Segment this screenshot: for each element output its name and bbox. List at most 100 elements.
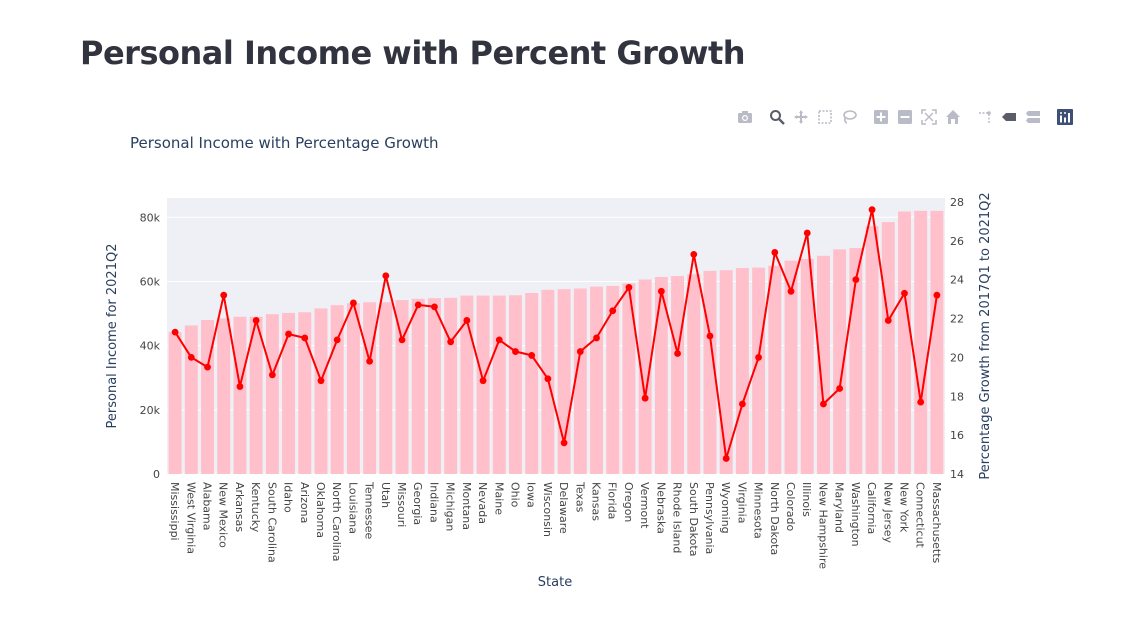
growth-point (187, 353, 195, 361)
growth-point (495, 336, 503, 344)
x-tick-label: Alabama (201, 482, 214, 531)
growth-point (576, 348, 584, 355)
bar-new-jersey (881, 222, 895, 474)
zoom-out-icon (898, 110, 912, 124)
chart-title: Personal Income with Percentage Growth (130, 134, 439, 152)
zoom-icon (770, 110, 785, 125)
growth-point (722, 455, 730, 462)
autoscale-button[interactable] (918, 106, 940, 128)
x-tick-label: Colorado (784, 482, 797, 531)
x-tick-label: Nebraska (654, 482, 667, 534)
growth-point (609, 307, 617, 315)
x-tick-label: Missouri (395, 482, 408, 527)
bar-new-hampshire (816, 255, 830, 474)
bar-alabama (201, 319, 215, 474)
growth-point (382, 272, 390, 280)
y2-tick-label: 24 (950, 274, 964, 287)
plotly-logo-button[interactable] (1054, 106, 1076, 128)
growth-point (917, 398, 925, 406)
x-tick-label: New Hampshire (816, 482, 829, 569)
growth-point (366, 357, 374, 365)
plot-area[interactable]: 0 20k 40k 60k 80k 14 16 18 20 22 24 26 28 Mississippi… (140, 196, 964, 569)
x-axis-label: State (538, 575, 572, 590)
box-select-button[interactable] (814, 106, 836, 128)
bar-illinois (800, 258, 814, 474)
zoom-in-button[interactable] (870, 106, 892, 128)
growth-point (171, 328, 179, 336)
bar-indiana (427, 298, 441, 474)
zoom-button[interactable] (766, 106, 788, 128)
bar-wyoming (719, 270, 733, 474)
bar-massachusetts (930, 210, 944, 474)
x-tick-label: Kentucky (249, 482, 262, 533)
hover-compare-icon (1026, 111, 1040, 123)
autoscale-icon (921, 109, 937, 125)
x-tick-label: Delaware (557, 482, 570, 534)
bar-new-mexico (217, 318, 231, 474)
growth-point (755, 353, 763, 361)
y-tick-label: 20k (140, 404, 161, 417)
growth-point (803, 229, 811, 237)
growth-point (236, 383, 244, 390)
hover-compare-button[interactable] (1022, 106, 1044, 128)
x-tick-label: Texas (573, 481, 586, 513)
x-tick-label: Wisconsin (541, 482, 554, 537)
x-tick-label: Michigan (444, 482, 457, 531)
bar-oregon (622, 283, 636, 474)
x-tick-label: South Carolina (265, 482, 278, 563)
growth-point (820, 400, 827, 408)
hover-closest-button[interactable] (998, 106, 1020, 128)
x-tick-label: Massachusetts (930, 482, 943, 564)
x-tick-label: South Dakota (687, 482, 700, 556)
growth-point (252, 317, 260, 324)
growth-point (706, 332, 714, 340)
x-tick-label: Florida (606, 482, 619, 519)
plot-modebar (734, 106, 1078, 128)
bar-kansas (590, 286, 604, 474)
x-tick-label: Mississippi (168, 482, 181, 541)
growth-point (268, 371, 276, 379)
growth-point (690, 250, 698, 258)
y-tick-label: 60k (140, 275, 161, 288)
x-tick-label: Minnesota (752, 482, 765, 539)
bar-south-carolina (265, 314, 279, 474)
reset-axes-button[interactable] (942, 106, 964, 128)
bar-virginia (735, 267, 749, 474)
growth-point (544, 375, 552, 383)
bar-vermont (638, 279, 652, 474)
zoom-out-button[interactable] (894, 106, 916, 128)
growth-point (414, 301, 422, 309)
bar-ohio (508, 295, 522, 474)
page-title: Personal Income with Percent Growth (80, 34, 746, 72)
bar-new-york (897, 211, 911, 474)
growth-point (512, 348, 519, 355)
x-tick-label: North Carolina (330, 482, 343, 562)
growth-point (285, 330, 292, 338)
x-tick-label: New Mexico (217, 482, 230, 548)
x-tick-label: Iowa (525, 482, 538, 508)
growth-point (349, 299, 357, 307)
growth-point (787, 287, 795, 295)
bar-idaho (282, 312, 296, 474)
x-tick-label: Tennessee (363, 481, 376, 540)
hover-closest-icon (1002, 113, 1016, 121)
growth-point (528, 352, 536, 359)
growth-point (674, 350, 681, 357)
lasso-select-button[interactable] (838, 106, 860, 128)
y-tick-label: 40k (140, 340, 161, 353)
growth-point (463, 317, 471, 324)
camera-button[interactable] (734, 106, 756, 128)
bar-rhode-island (671, 275, 685, 474)
bar-iowa (525, 292, 539, 474)
growth-point (625, 284, 633, 291)
bar-colorado (784, 260, 798, 474)
bar-north-dakota (768, 265, 782, 474)
pan-button[interactable] (790, 106, 812, 128)
bar-south-dakota (687, 274, 701, 474)
spike-lines-button[interactable] (974, 106, 996, 128)
bar-louisiana (346, 303, 360, 474)
y-tick-label: 0 (153, 468, 160, 481)
bar-oklahoma (314, 308, 328, 474)
bar-utah (379, 302, 393, 474)
